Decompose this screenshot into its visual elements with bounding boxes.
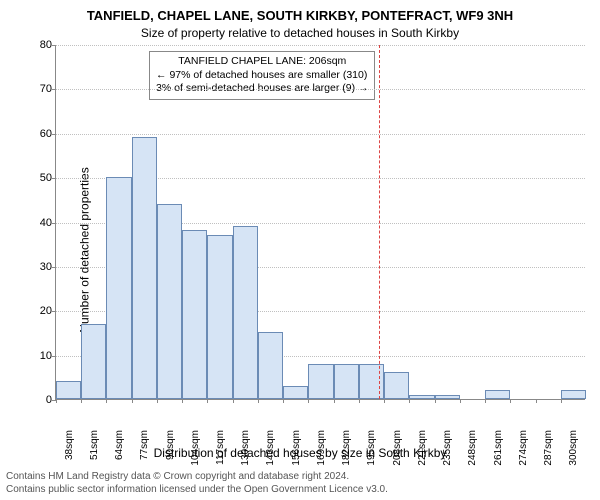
x-tick-mark: [258, 399, 259, 403]
x-tick-mark: [56, 399, 57, 403]
annotation-line1: TANFIELD CHAPEL LANE: 206sqm: [156, 55, 368, 69]
x-tick-mark: [485, 399, 486, 403]
x-axis-label: Distribution of detached houses by size …: [0, 446, 600, 460]
histogram-bar: [258, 332, 283, 399]
x-tick-mark: [308, 399, 309, 403]
histogram-bar: [384, 372, 409, 399]
y-tick-label: 10: [26, 350, 52, 362]
x-tick-mark: [510, 399, 511, 403]
x-tick-mark: [157, 399, 158, 403]
y-tick-label: 20: [26, 305, 52, 317]
histogram-bar: [157, 204, 182, 399]
y-tick-label: 0: [26, 394, 52, 406]
x-tick-mark: [384, 399, 385, 403]
histogram-bar: [561, 390, 586, 399]
y-tick-mark: [52, 311, 56, 312]
histogram-bar: [132, 137, 157, 399]
histogram-bar: [485, 390, 510, 399]
chart-title-main: TANFIELD, CHAPEL LANE, SOUTH KIRKBY, PON…: [0, 8, 600, 23]
gridline: [56, 89, 585, 90]
x-tick-mark: [283, 399, 284, 403]
footer-attribution: Contains HM Land Registry data © Crown c…: [6, 471, 388, 496]
gridline: [56, 134, 585, 135]
x-tick-mark: [409, 399, 410, 403]
footer-line1: Contains HM Land Registry data © Crown c…: [6, 471, 388, 484]
histogram-bar: [409, 395, 434, 399]
histogram-bar: [81, 324, 106, 399]
x-tick-mark: [81, 399, 82, 403]
y-tick-label: 40: [26, 217, 52, 229]
x-tick-mark: [233, 399, 234, 403]
y-tick-mark: [52, 356, 56, 357]
histogram-bar: [56, 381, 81, 399]
x-tick-mark: [132, 399, 133, 403]
histogram-bar: [308, 364, 333, 400]
annotation-box: TANFIELD CHAPEL LANE: 206sqm ← 97% of de…: [149, 51, 375, 100]
histogram-bar: [334, 364, 359, 400]
x-tick-mark: [334, 399, 335, 403]
chart-plot-area: TANFIELD CHAPEL LANE: 206sqm ← 97% of de…: [55, 45, 585, 400]
y-tick-mark: [52, 134, 56, 135]
reference-vline: [379, 45, 380, 399]
y-tick-mark: [52, 178, 56, 179]
gridline: [56, 45, 585, 46]
y-tick-mark: [52, 267, 56, 268]
x-tick-mark: [207, 399, 208, 403]
y-tick-label: 80: [26, 39, 52, 51]
annotation-line2: ← 97% of detached houses are smaller (31…: [156, 69, 368, 83]
y-tick-mark: [52, 45, 56, 46]
x-tick-mark: [106, 399, 107, 403]
y-tick-label: 30: [26, 261, 52, 273]
footer-line2: Contains public sector information licen…: [6, 484, 388, 497]
x-tick-mark: [536, 399, 537, 403]
histogram-bar: [435, 395, 460, 399]
histogram-bar: [182, 230, 207, 399]
x-tick-mark: [460, 399, 461, 403]
y-tick-label: 70: [26, 83, 52, 95]
histogram-bar: [106, 177, 131, 399]
histogram-bar: [233, 226, 258, 399]
x-tick-mark: [561, 399, 562, 403]
x-tick-mark: [435, 399, 436, 403]
histogram-bar: [283, 386, 308, 399]
y-tick-label: 60: [26, 128, 52, 140]
chart-title-sub: Size of property relative to detached ho…: [0, 26, 600, 40]
y-tick-mark: [52, 89, 56, 90]
x-tick-mark: [359, 399, 360, 403]
y-tick-mark: [52, 223, 56, 224]
y-tick-label: 50: [26, 172, 52, 184]
histogram-bar: [207, 235, 232, 399]
x-tick-mark: [182, 399, 183, 403]
histogram-bar: [359, 364, 384, 400]
